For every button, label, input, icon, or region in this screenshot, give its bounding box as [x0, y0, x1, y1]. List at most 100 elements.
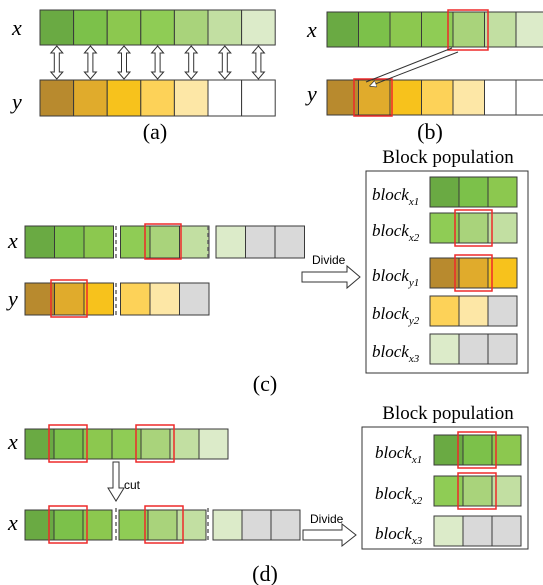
panel-b-y-label: y — [305, 81, 317, 106]
d-block-3-cell-1 — [433, 515, 464, 547]
a-x-cell-3 — [106, 9, 142, 46]
panel-d-cut-label: cut — [124, 478, 141, 492]
c-block-1-cell-1 — [429, 176, 460, 208]
caption-d: (d) — [252, 561, 278, 585]
c-block-3-cell-3 — [487, 257, 518, 289]
c-block-3-cell-2 — [458, 257, 489, 289]
c-block-4-cell-1 — [429, 295, 460, 327]
panel-c-block-population-box — [365, 170, 529, 374]
a-y-cell-2 — [73, 79, 108, 117]
panel-b-arrow-line-1 — [365, 47, 453, 83]
d-x1-cell-5 — [140, 428, 171, 460]
caption-c: (c) — [253, 371, 277, 396]
panel-a-x-sequence — [39, 9, 276, 46]
panel-d-top-highlight-1 — [48, 424, 88, 463]
d-block-2-cell-2 — [462, 475, 493, 507]
panel-c-divide-label: Divide — [312, 253, 346, 267]
b-x-cell-1 — [326, 11, 359, 48]
panel-d-x-label-top: x — [7, 429, 18, 454]
panel-c-block-list: blockx1 blockx2 blocky1 blocky2 blockx3 — [372, 176, 518, 365]
b-y-cell-6 — [484, 79, 517, 116]
panel-c-block-population-title: Block population — [382, 147, 514, 168]
panel-c-y-sequence — [24, 282, 210, 316]
c-block-1-cell-2 — [458, 176, 489, 208]
d-x2-cell-9 — [270, 509, 301, 541]
panel-c-x-label: x — [7, 228, 18, 253]
a-y-cell-1 — [39, 79, 75, 117]
d-block-2-highlight — [457, 472, 497, 510]
a-y-cell-6 — [207, 79, 243, 117]
c-block-label-4: blocky2 — [372, 304, 420, 327]
c-block-5-cell-3 — [487, 333, 518, 365]
a-pair-arrow-4 — [150, 45, 165, 80]
a-x-cell-1 — [39, 9, 75, 46]
panel-b-y-sequence — [326, 79, 543, 116]
c-block-1-cell-3 — [487, 176, 518, 208]
a-pair-arrow-1 — [49, 45, 64, 80]
panel-d-x-sequence-top — [24, 428, 229, 460]
a-pair-arrow-6 — [217, 45, 232, 80]
d-x2-cell-7 — [212, 509, 243, 541]
c-block-label-2: blockx2 — [372, 221, 420, 244]
c-block-3-highlight — [454, 254, 493, 292]
c-block-5-cell-2 — [458, 333, 489, 365]
c-y-cell-5 — [149, 282, 180, 316]
caption-a: (a) — [143, 119, 167, 144]
panel-d-top-highlight-2 — [135, 424, 175, 463]
b-x-cell-5 — [452, 11, 485, 48]
a-x-cell-5 — [173, 9, 209, 46]
panel-d-block-list: blockx1 blockx2 blockx3 — [375, 431, 522, 547]
c-block-label-5: blockx3 — [372, 342, 420, 365]
d-block-3-cell-2 — [462, 515, 493, 547]
c-x-cell-1 — [24, 225, 55, 259]
panel-d: x x cut Divide Block population blockx1b… — [7, 403, 529, 585]
panel-b-x-highlight — [447, 9, 489, 51]
panel-b-x-label: x — [306, 17, 317, 42]
panel-d-cut-arrow — [107, 461, 125, 502]
c-x-cell-3 — [83, 225, 114, 259]
c-x-cell-9 — [274, 225, 305, 259]
b-y-cell-4 — [421, 79, 454, 116]
d-block-1-highlight — [457, 431, 497, 469]
c-block-2-cell-1 — [429, 212, 460, 244]
d-x1-cell-7 — [198, 428, 229, 460]
d-block-label-2: blockx2 — [375, 484, 423, 507]
b-y-cell-3 — [389, 79, 422, 116]
b-x-cell-7 — [515, 11, 543, 48]
d-block-label-1: blockx1 — [375, 443, 422, 466]
c-y-cell-3 — [83, 282, 114, 316]
a-x-cell-4 — [140, 9, 175, 46]
a-y-cell-4 — [140, 79, 175, 117]
b-y-cell-7 — [515, 79, 543, 116]
d-x2-cell-6 — [176, 509, 207, 541]
a-y-cell-3 — [106, 79, 142, 117]
a-pair-arrow-2 — [83, 45, 98, 80]
c-y-cell-1 — [24, 282, 55, 316]
b-y-cell-2 — [358, 79, 391, 116]
c-block-4-cell-2 — [458, 295, 489, 327]
panel-d-block-population-title: Block population — [382, 403, 514, 424]
d-block-2-cell-3 — [491, 475, 522, 507]
a-x-cell-6 — [207, 9, 243, 46]
c-x-cell-2 — [54, 225, 85, 259]
panel-c-y-highlight — [50, 279, 88, 318]
panel-c-x-highlight — [144, 223, 182, 260]
d-x2-cell-2 — [53, 509, 84, 541]
b-x-cell-2 — [358, 11, 391, 48]
a-pair-arrow-5 — [184, 45, 199, 80]
c-block-2-cell-2 — [458, 212, 489, 244]
d-block-3-cell-3 — [491, 515, 522, 547]
b-x-cell-6 — [484, 11, 517, 48]
panel-c-y-label: y — [6, 286, 18, 311]
d-x1-cell-2 — [53, 428, 84, 460]
panel-d-divide-label: Divide — [310, 512, 344, 526]
d-block-1-cell-3 — [491, 434, 522, 466]
c-block-3-cell-1 — [429, 257, 460, 289]
panel-d-x-sequence-bottom — [24, 509, 301, 541]
panel-d-divide-arrow — [302, 522, 357, 548]
c-block-2-highlight — [454, 209, 493, 247]
c-block-label-3: blocky1 — [372, 266, 419, 289]
panel-c: x y Divide Block population blockx1block… — [6, 147, 529, 396]
c-block-4-cell-3 — [487, 295, 518, 327]
